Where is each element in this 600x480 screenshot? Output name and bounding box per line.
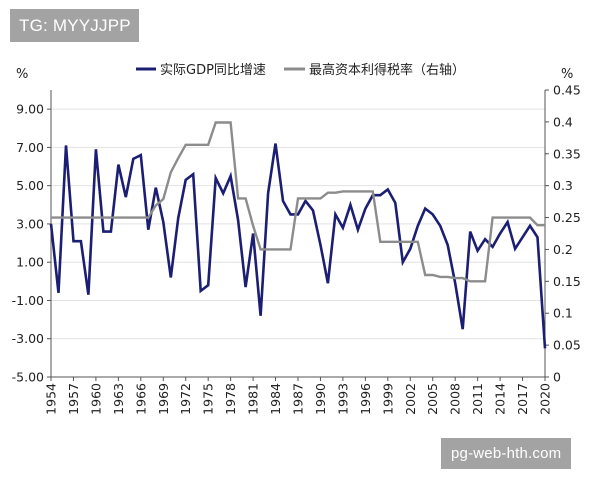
- left-y-tick-labels: 9.00 7.00 5.00 3.00 1.00 -1.00 -3.00 -5.00: [12, 102, 44, 385]
- right-y-tick-label: 0.25: [553, 210, 581, 225]
- left-axis-unit: %: [16, 67, 28, 82]
- left-y-tick-label: 5.00: [16, 178, 44, 193]
- x-tick-label: 2005: [425, 383, 440, 415]
- right-y-tick-label: 0.1: [553, 306, 573, 321]
- x-tick-labels: 1954 1957 1960 1963 1966 1969 1972 1975 1978 1981…: [44, 383, 553, 415]
- x-tick-label: 1978: [223, 383, 238, 415]
- legend: 实际GDP同比增速 最高资本利得税率（右轴）: [136, 62, 465, 78]
- x-tick-label: 2014: [493, 383, 508, 415]
- gdp-growth-line: [49, 143, 547, 349]
- x-tick-label: 1969: [156, 383, 171, 415]
- x-tick-label: 1972: [178, 383, 193, 415]
- x-tick-label: 1990: [313, 383, 328, 415]
- x-tick-label: 2017: [515, 383, 530, 415]
- legend-label-tax-rate: 最高资本利得税率（右轴）: [309, 62, 465, 78]
- x-tick-label: 1966: [133, 383, 148, 415]
- left-y-tick-label: 7.00: [16, 140, 44, 155]
- tick-marks: [47, 89, 549, 381]
- right-y-tick-label: 0: [553, 370, 561, 385]
- series-lines: [49, 121, 547, 349]
- x-tick-label: 2011: [470, 383, 485, 415]
- left-y-tick-label: -5.00: [12, 370, 44, 385]
- x-tick-label: 1996: [358, 383, 373, 415]
- x-tick-label: 1963: [111, 383, 126, 415]
- x-tick-label: 1975: [201, 383, 216, 415]
- x-tick-label: 2008: [448, 383, 463, 415]
- right-y-tick-label: 0.3: [553, 178, 573, 193]
- x-tick-label: 1954: [44, 383, 59, 415]
- right-y-tick-label: 0.05: [553, 338, 581, 353]
- right-y-tick-label: 0.2: [553, 242, 573, 257]
- right-axis-unit: %: [561, 67, 573, 82]
- x-tick-label: 1984: [268, 383, 283, 415]
- left-y-tick-label: -1.00: [12, 293, 44, 308]
- capital-gains-tax-rate-line: [51, 121, 545, 283]
- right-y-tick-labels: 0.45 0.4 0.35 0.3 0.25 0.2 0.15 0.1 0.05 0: [553, 83, 581, 385]
- right-y-tick-label: 0.45: [553, 83, 581, 98]
- right-y-tick-label: 0.35: [553, 146, 581, 161]
- right-y-tick-label: 0.4: [553, 114, 573, 129]
- x-tick-label: 1960: [88, 383, 103, 415]
- watermark-bottom: pg-web-hth.com: [441, 438, 572, 469]
- left-y-tick-label: 9.00: [16, 102, 44, 117]
- x-tick-label: 1987: [291, 383, 306, 415]
- x-tick-label: 1981: [246, 383, 261, 415]
- left-y-tick-label: -3.00: [12, 331, 44, 346]
- legend-label-gdp: 实际GDP同比增速: [160, 63, 266, 78]
- x-tick-label: 1957: [66, 383, 81, 415]
- left-y-tick-label: 3.00: [16, 216, 44, 231]
- grid-lines: [51, 108, 545, 378]
- watermark-top: TG: MYYJJPP: [10, 9, 139, 42]
- x-tick-label: 1999: [380, 383, 395, 415]
- x-tick-label: 2020: [538, 383, 553, 415]
- x-tick-label: 2002: [403, 383, 418, 415]
- x-tick-label: 1993: [335, 383, 350, 415]
- right-y-tick-label: 0.15: [553, 274, 581, 289]
- left-y-tick-label: 1.00: [16, 255, 44, 270]
